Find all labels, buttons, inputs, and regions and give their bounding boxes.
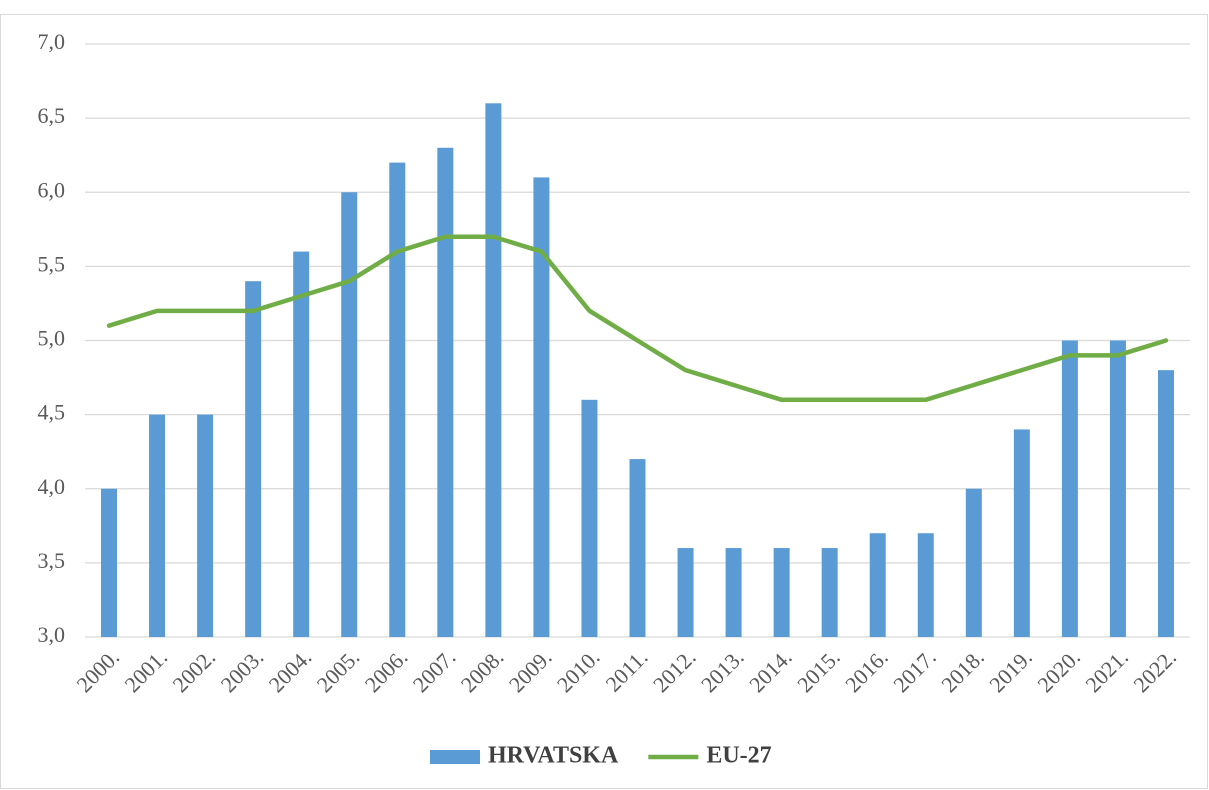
bar xyxy=(1013,429,1030,637)
bar xyxy=(485,103,502,638)
bar xyxy=(821,548,838,637)
legend-swatch xyxy=(430,750,480,764)
bar xyxy=(101,488,118,637)
bar xyxy=(917,533,934,637)
y-tick-label: 5,0 xyxy=(38,326,66,351)
bar xyxy=(1157,370,1174,637)
y-tick-label: 6,5 xyxy=(38,103,66,128)
y-tick-label: 5,5 xyxy=(38,251,66,276)
bar xyxy=(341,192,358,637)
y-tick-label: 4,0 xyxy=(38,474,66,499)
bar xyxy=(773,548,790,637)
y-tick-label: 7,0 xyxy=(38,29,66,54)
bar xyxy=(677,548,694,637)
bar xyxy=(245,281,262,637)
bar xyxy=(389,162,406,637)
y-tick-label: 3,5 xyxy=(38,548,66,573)
legend-label: EU-27 xyxy=(706,743,771,769)
bar xyxy=(965,488,982,637)
bar xyxy=(437,147,454,637)
y-tick-label: 6,0 xyxy=(38,177,66,202)
bar xyxy=(581,399,598,637)
bar xyxy=(869,533,886,637)
bar xyxy=(293,251,310,638)
bar xyxy=(725,548,742,637)
y-tick-label: 4,5 xyxy=(38,400,66,425)
line xyxy=(106,234,1169,403)
chart-border xyxy=(0,14,1208,789)
legend-label: HRVATSKA xyxy=(488,743,619,769)
bar xyxy=(1061,340,1078,637)
bar xyxy=(629,459,646,637)
y-tick-label: 3,0 xyxy=(38,622,66,647)
bar xyxy=(197,414,214,637)
bar xyxy=(1109,340,1126,637)
bar xyxy=(533,177,550,638)
bar xyxy=(149,414,166,637)
